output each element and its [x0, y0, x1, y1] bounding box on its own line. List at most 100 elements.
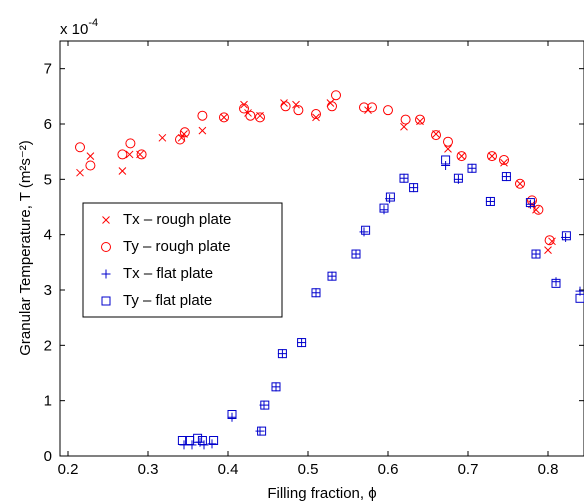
data-point: [197, 110, 208, 121]
data-point: [292, 100, 300, 109]
data-point: [136, 149, 147, 160]
data-point: [193, 433, 203, 443]
legend-marker: [101, 242, 111, 252]
data-point: [76, 168, 84, 177]
data-point: [361, 225, 371, 235]
data-point: [240, 100, 248, 109]
legend-label-tx-flat: Tx – flat plate: [123, 265, 213, 282]
x-tick-label: 0.8: [538, 461, 559, 478]
data-point: [158, 133, 167, 142]
data-point: [432, 130, 440, 138]
y-tick-label: 1: [44, 393, 52, 410]
data-point: [501, 172, 511, 182]
x-tick-label: 0.5: [298, 461, 319, 478]
data-point: [297, 338, 307, 348]
x-axis-label: Filling fraction, ϕ: [267, 485, 376, 502]
data-point: [327, 271, 337, 281]
data-point: [351, 249, 361, 259]
legend-label-tx-rough: Tx – rough plate: [123, 211, 231, 228]
data-point: [125, 150, 134, 159]
data-point: [179, 127, 190, 138]
data-point: [453, 173, 463, 183]
data-point: [532, 205, 540, 214]
data-point: [525, 199, 535, 209]
data-point: [487, 151, 497, 162]
data-point: [207, 439, 217, 449]
data-point: [75, 142, 85, 153]
data-point: [239, 103, 249, 114]
data-point: [500, 158, 508, 167]
legend-markers: [101, 216, 111, 306]
series-1: [75, 90, 555, 246]
data-point: [271, 382, 281, 392]
data-point: [293, 105, 304, 116]
data-point: [245, 110, 256, 121]
data-point: [227, 412, 237, 422]
data-point: [227, 410, 237, 419]
data-point: [255, 426, 265, 436]
data-point: [544, 246, 552, 255]
y-tick-label: 5: [44, 171, 52, 188]
data-point: [533, 204, 544, 215]
data-point: [516, 179, 524, 188]
data-point: [219, 112, 229, 123]
data-point: [575, 293, 584, 303]
data-point: [441, 161, 451, 170]
data-point: [499, 154, 509, 165]
data-point: [501, 172, 511, 182]
data-point: [399, 173, 409, 183]
y-multiplier-label: x 10-4: [60, 17, 98, 38]
data-point: [383, 105, 393, 116]
data-point: [351, 249, 361, 259]
series-2: [179, 161, 584, 450]
y-tick-label: 0: [44, 448, 52, 465]
data-point: [409, 183, 419, 193]
data-point: [444, 145, 452, 153]
data-point: [359, 227, 369, 237]
data-point: [311, 288, 321, 298]
legend-marker: [102, 216, 110, 224]
data-point: [197, 436, 207, 446]
data-point: [485, 196, 495, 206]
legend-marker: [101, 269, 111, 279]
legend: Tx – rough plate Ty – rough plate Tx – f…: [82, 202, 283, 318]
data-point: [457, 152, 466, 160]
y-tick-label: 4: [44, 227, 52, 244]
data-point: [85, 160, 96, 171]
data-point: [331, 90, 341, 101]
data-point: [400, 114, 411, 125]
x-tick-label: 0.4: [218, 461, 239, 478]
y-tick-label: 3: [44, 282, 52, 299]
legend-label-ty-rough: Ty – rough plate: [123, 238, 231, 255]
y-tick-label: 6: [44, 116, 52, 133]
data-point: [327, 101, 337, 112]
data-point: [488, 152, 496, 160]
y-axis-label: Granular Temperature, T (m²s⁻²): [17, 140, 34, 355]
x-tick-label: 0.7: [458, 461, 479, 478]
data-point: [385, 192, 395, 202]
data-point: [117, 149, 128, 160]
legend-label-ty-flat: Ty – flat plate: [123, 292, 212, 309]
data-point: [125, 138, 136, 149]
data-point: [277, 349, 287, 359]
data-point: [198, 126, 207, 135]
data-point: [311, 109, 321, 120]
data-point: [467, 163, 477, 173]
data-point: [271, 382, 281, 392]
data-point: [443, 136, 453, 147]
data-point: [379, 205, 389, 215]
data-point: [551, 278, 561, 288]
data-point: [260, 400, 270, 410]
data-point: [257, 426, 267, 436]
data-point: [527, 195, 537, 206]
legend-marker: [101, 296, 111, 306]
legend-box: [82, 202, 283, 318]
data-point: [220, 113, 228, 122]
data-point: [456, 151, 467, 162]
data-point: [175, 134, 185, 145]
data-point: [177, 436, 187, 446]
x-tick-label: 0.6: [378, 461, 399, 478]
data-point: [415, 114, 425, 125]
y-tick-label: 2: [44, 337, 52, 354]
data-point: [399, 173, 409, 183]
